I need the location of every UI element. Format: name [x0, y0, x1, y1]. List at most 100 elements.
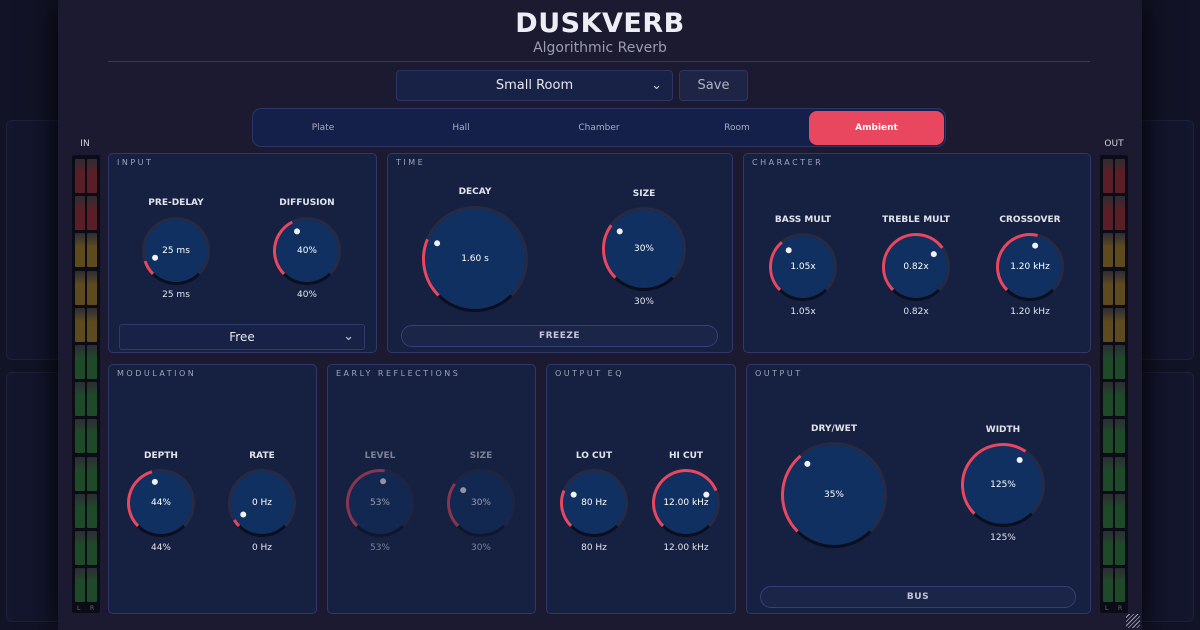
meter-segment [75, 531, 85, 565]
knob-body [275, 219, 339, 283]
size-knob[interactable]: 30% [601, 206, 687, 292]
tab-plate[interactable]: Plate [311, 123, 335, 133]
meter-segment [87, 493, 97, 528]
meter-segment [87, 568, 97, 603]
bass-mult-knob[interactable]: 1.05x [768, 232, 838, 302]
knob-track [228, 469, 296, 528]
treble-mult-value: 0.82x [903, 307, 929, 317]
divider [108, 61, 1090, 62]
knob-readout: 53% [369, 498, 390, 508]
crossover-value: 1.20 kHz [1010, 307, 1050, 317]
knob-value-arc [422, 238, 440, 297]
tab-chamber[interactable]: Chamber [578, 123, 620, 133]
knob-readout: 40% [296, 246, 317, 256]
bass-mult-label: BASS MULT [774, 215, 832, 225]
knob-shadow [614, 276, 674, 291]
algorithm-tabs: Plate Hall Chamber Room Ambient [252, 108, 946, 147]
meter-segment [75, 159, 85, 193]
er-size-label: SIZE [469, 451, 493, 461]
knob-value-arc [346, 469, 385, 528]
app-title: DUSKVERB [515, 8, 685, 39]
lo-cut-knob[interactable]: 80 Hz [559, 468, 629, 538]
preset-value: Small Room [495, 78, 574, 93]
knob-readout: 1.20 kHz [1010, 262, 1050, 272]
knob-readout: 125% [990, 480, 1016, 490]
er-level-knob[interactable]: 53% [345, 468, 415, 538]
panel-title: TIME [396, 158, 426, 167]
knob-indicator-dot [151, 478, 158, 485]
decay-knob[interactable]: 1.60 s [421, 205, 529, 313]
knob-body [562, 471, 626, 535]
knob-body [963, 445, 1043, 525]
knob-indicator-dot [434, 240, 441, 247]
freeze-button[interactable]: FREEZE [401, 325, 718, 347]
knob-shadow [136, 524, 186, 537]
knob-shadow [973, 512, 1033, 527]
tab-hall[interactable]: Hall [452, 123, 470, 133]
decay-label: DECAY [458, 187, 492, 197]
knob-readout: 30% [470, 498, 491, 508]
meter-segment [75, 456, 85, 491]
sync-mode-dropdown[interactable]: Free ⌄ [119, 324, 365, 350]
knob-body [783, 444, 885, 546]
knob-value-arc [127, 470, 153, 528]
meter-segment [1115, 456, 1125, 491]
meter-segment [1115, 270, 1125, 305]
hi-cut-knob[interactable]: 12.00 kHz [651, 468, 721, 538]
panel-title: CHARACTER [752, 158, 824, 167]
knob-track [142, 217, 210, 276]
crossover-knob[interactable]: 1.20 kHz [995, 232, 1065, 302]
input-level-meter: L R [72, 155, 100, 613]
meter-segment [1103, 196, 1113, 231]
hi-cut-value: 12.00 kHz [663, 543, 709, 553]
width-knob[interactable]: 125% [960, 442, 1046, 528]
meter-segment [87, 233, 97, 268]
knob-graphic [781, 442, 887, 548]
crossover-label: CROSSOVER [999, 215, 1061, 225]
knob-body [129, 471, 193, 535]
diffusion-value: 40% [296, 290, 317, 300]
depth-knob[interactable]: 44% [126, 468, 196, 538]
knob-indicator-dot [616, 228, 623, 235]
panel-title: OUTPUT EQ [555, 369, 624, 378]
knob-graphic [228, 469, 296, 537]
in-meter-label: IN [80, 139, 90, 149]
depth-label: DEPTH [144, 451, 178, 461]
knob-shadow [796, 530, 872, 548]
meter-left-label: L [1105, 605, 1109, 612]
knob-indicator-dot [804, 460, 811, 467]
meter-segment [87, 159, 97, 193]
knob-value-arc [233, 519, 241, 528]
meter-segment [75, 419, 85, 454]
meter-segment [1103, 307, 1113, 342]
knob-value-arc [602, 224, 617, 279]
save-button[interactable]: Save [679, 70, 748, 101]
dry-wet-label: DRY/WET [811, 424, 857, 434]
chevron-down-icon: ⌄ [651, 78, 662, 93]
tab-room[interactable]: Room [724, 123, 750, 133]
treble-mult-knob[interactable]: 0.82x [881, 232, 951, 302]
knob-shadow [1005, 288, 1055, 301]
knob-value-arc [781, 454, 802, 533]
meter-segment [87, 345, 97, 379]
diffusion-knob[interactable]: 40% [272, 216, 342, 286]
knob-indicator-dot [930, 251, 937, 258]
rate-label: RATE [249, 451, 275, 461]
app-subtitle: Algorithmic Reverb [533, 40, 667, 56]
knob-value-arc [560, 489, 573, 528]
dry-wet-knob[interactable]: 35% [780, 441, 888, 549]
knob-shadow [891, 288, 941, 301]
pre-delay-knob[interactable]: 25 ms [141, 216, 211, 286]
preset-dropdown[interactable]: Small Room ⌄ [396, 70, 673, 101]
resize-grip[interactable] [1126, 614, 1140, 628]
meter-segment [1115, 307, 1125, 342]
knob-readout: 1.05x [790, 262, 816, 272]
panel-title: MODULATION [117, 369, 197, 378]
er-size-knob[interactable]: 30% [446, 468, 516, 538]
knob-body [144, 219, 208, 283]
tab-ambient[interactable]: Ambient [809, 111, 944, 145]
knob-body [604, 209, 684, 289]
bus-button[interactable]: BUS [760, 586, 1076, 608]
knob-body [424, 208, 526, 310]
rate-knob[interactable]: 0 Hz [227, 468, 297, 538]
